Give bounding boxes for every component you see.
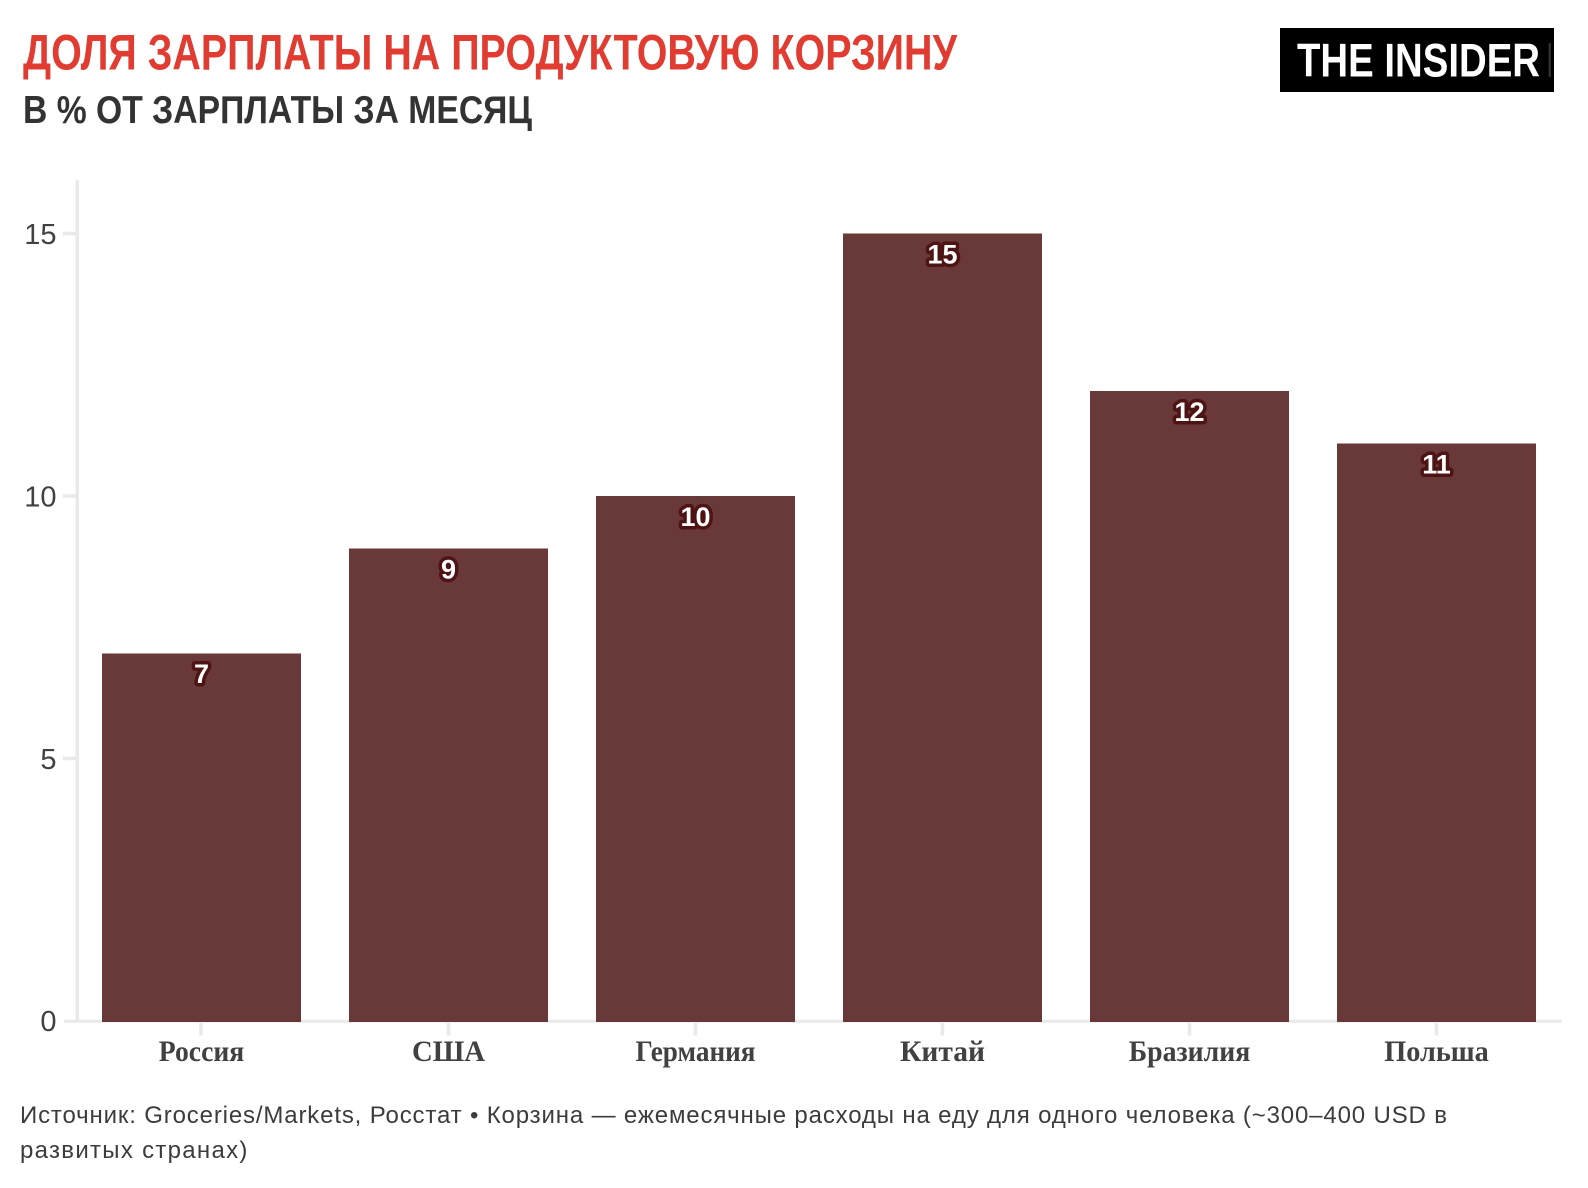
svg-text:15: 15: [24, 219, 56, 251]
svg-text:Источник: Groceries/Markets, Р: Источник: Groceries/Markets, Росстат • К…: [20, 1102, 1447, 1129]
svg-text:10: 10: [24, 482, 56, 514]
svg-text:Бразилия: Бразилия: [1129, 1035, 1251, 1068]
svg-text:9: 9: [441, 555, 456, 585]
svg-text:5: 5: [40, 744, 56, 776]
svg-text:10: 10: [680, 502, 710, 532]
svg-text:В % ОТ ЗАРПЛАТЫ ЗА МЕСЯЦ: В % ОТ ЗАРПЛАТЫ ЗА МЕСЯЦ: [23, 89, 532, 132]
svg-text:12: 12: [1174, 397, 1204, 427]
svg-text:7: 7: [194, 659, 209, 689]
svg-text:THE INSIDER: THE INSIDER: [1297, 34, 1540, 87]
svg-text:Китай: Китай: [900, 1035, 985, 1068]
svg-text:Германия: Германия: [636, 1035, 756, 1068]
svg-text:ДОЛЯ ЗАРПЛАТЫ НА ПРОДУКТОВУЮ К: ДОЛЯ ЗАРПЛАТЫ НА ПРОДУКТОВУЮ КОРЗИНУ: [23, 25, 958, 81]
svg-text:15: 15: [927, 240, 957, 270]
svg-text:развитых странах): развитых странах): [20, 1137, 247, 1164]
svg-text:0: 0: [40, 1006, 56, 1038]
svg-text:11: 11: [1422, 450, 1451, 480]
svg-text:Польша: Польша: [1384, 1035, 1489, 1068]
svg-text:Россия: Россия: [159, 1035, 245, 1068]
svg-text:США: США: [412, 1035, 485, 1068]
